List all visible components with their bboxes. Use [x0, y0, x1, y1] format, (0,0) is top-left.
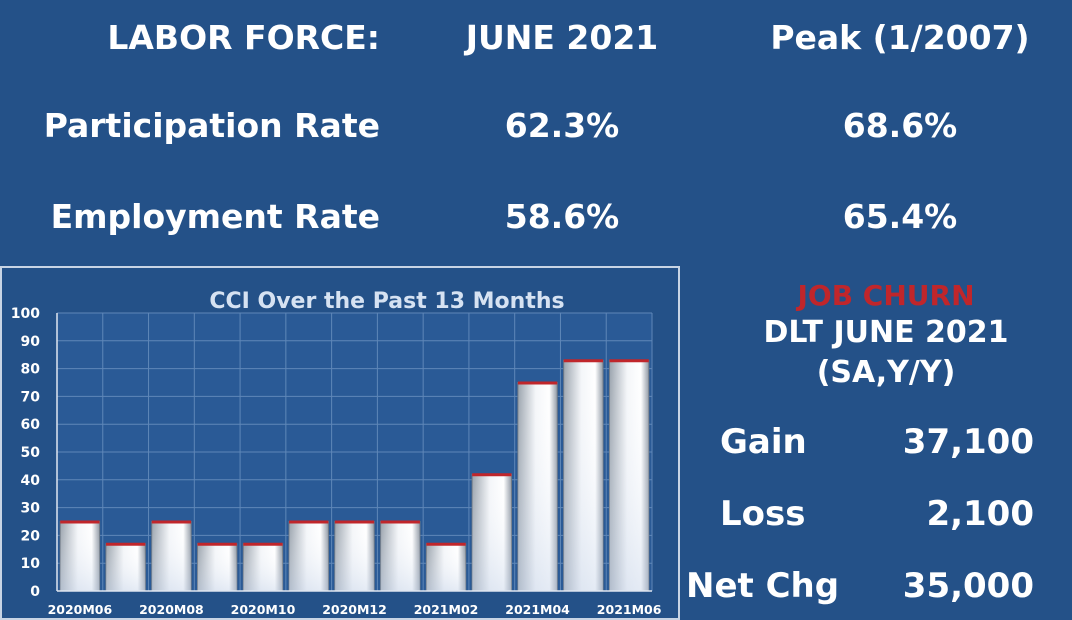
- job-churn-title: JOB CHURN: [797, 279, 975, 312]
- bar-shade: [563, 360, 604, 591]
- y-tick-label: 20: [21, 528, 41, 544]
- bar-top: [334, 520, 375, 524]
- y-tick-label: 0: [30, 584, 40, 600]
- bar-shade: [197, 543, 237, 591]
- bar-shade: [517, 382, 558, 591]
- bar-shade: [60, 521, 100, 591]
- bar-shade: [243, 543, 283, 591]
- employment-rate-label: Employment Rate: [50, 197, 380, 236]
- gain-value: 37,100: [902, 422, 1034, 462]
- x-tick-label: 2020M06: [48, 602, 113, 617]
- bar-shade: [472, 474, 512, 591]
- bar-top: [151, 520, 192, 524]
- bar-shade: [334, 521, 375, 591]
- y-tick-label: 10: [21, 556, 41, 572]
- x-tick-label: 2021M06: [597, 602, 662, 617]
- job-churn-subtitle-2: (SA,Y/Y): [816, 355, 956, 390]
- x-tick-label: 2020M10: [231, 602, 296, 617]
- net-chg-label: Net Chg: [686, 566, 840, 606]
- bar-top: [563, 359, 604, 363]
- y-tick-label: 100: [11, 306, 40, 322]
- bar-top: [197, 542, 237, 546]
- bar-top: [609, 359, 649, 363]
- y-tick-label: 80: [21, 362, 41, 378]
- y-tick-label: 90: [21, 334, 41, 350]
- bar-top: [380, 520, 420, 524]
- x-tick-label: 2021M02: [414, 602, 479, 617]
- y-tick-label: 30: [21, 501, 41, 517]
- bar-top: [472, 473, 512, 477]
- bar-shade: [609, 360, 649, 591]
- x-tick-label: 2020M12: [322, 602, 387, 617]
- gain-label: Gain: [720, 422, 807, 462]
- y-tick-label: 60: [21, 417, 41, 433]
- participation-rate-june: 62.3%: [504, 106, 620, 145]
- bar-top: [60, 520, 100, 524]
- net-chg-value: 35,000: [902, 566, 1034, 606]
- y-tick-label: 70: [21, 389, 41, 405]
- participation-rate-peak: 68.6%: [842, 106, 958, 145]
- bar-top: [426, 542, 466, 546]
- bar-shade: [426, 543, 466, 591]
- cci-chart-svg: 0 10 20 30 40 50 60 70 80 90 100 2020M06 2020M08 2020…: [11, 289, 662, 617]
- participation-rate-label: Participation Rate: [43, 106, 380, 145]
- chart-title: CCI Over the Past 13 Months: [209, 289, 564, 314]
- y-tick-label: 50: [21, 445, 41, 461]
- employment-rate-peak: 65.4%: [842, 197, 958, 236]
- loss-value: 2,100: [926, 494, 1034, 534]
- x-tick-label: 2020M08: [139, 602, 204, 617]
- y-tick-label: 40: [21, 473, 41, 489]
- job-churn-subtitle-1: DLT JUNE 2021: [763, 315, 1009, 350]
- bar-shade: [151, 521, 192, 591]
- bar-shade: [105, 543, 146, 591]
- loss-label: Loss: [720, 494, 806, 534]
- employment-rate-june: 58.6%: [504, 197, 620, 236]
- cci-chart: 0 10 20 30 40 50 60 70 80 90 100 2020M06 2020M08 2020…: [0, 266, 680, 620]
- bar-top: [105, 542, 146, 546]
- bar-top: [243, 542, 283, 546]
- bar-top: [517, 381, 558, 385]
- peak-header: Peak (1/2007): [770, 18, 1030, 57]
- bar-shade: [380, 521, 420, 591]
- bar-shade: [289, 521, 329, 591]
- june-2021-header: JUNE 2021: [465, 18, 659, 57]
- bar-top: [289, 520, 329, 524]
- labor-force-header: LABOR FORCE:: [107, 18, 380, 57]
- x-tick-label: 2021M04: [505, 602, 570, 617]
